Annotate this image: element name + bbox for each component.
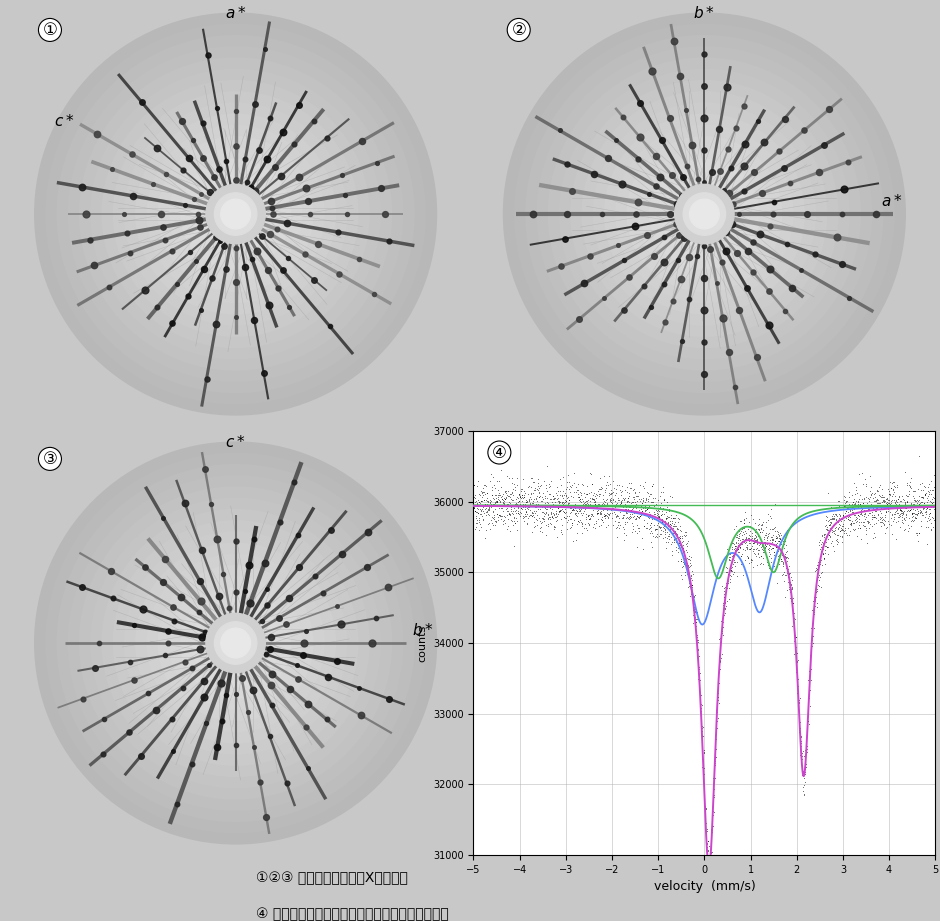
Circle shape [694, 204, 715, 225]
Circle shape [525, 35, 884, 393]
Circle shape [180, 158, 291, 270]
Circle shape [113, 91, 358, 337]
Circle shape [56, 35, 415, 393]
Circle shape [626, 136, 782, 292]
Circle shape [214, 192, 257, 235]
Circle shape [158, 565, 314, 721]
Circle shape [571, 80, 838, 348]
Circle shape [582, 91, 827, 337]
Circle shape [592, 102, 816, 326]
Text: ②: ② [511, 21, 526, 39]
Text: $\mathit{b*}$: $\mathit{b*}$ [694, 5, 715, 21]
Circle shape [615, 125, 793, 303]
Text: ③: ③ [42, 449, 57, 468]
Circle shape [675, 184, 734, 244]
Circle shape [671, 181, 738, 247]
Circle shape [683, 192, 726, 235]
Text: $\mathit{a*}$: $\mathit{a*}$ [225, 5, 246, 21]
Circle shape [221, 628, 250, 658]
Text: ①②③ 普通輝石の単結晶X線回折像: ①②③ 普通輝石の単結晶X線回折像 [256, 871, 408, 886]
Circle shape [124, 102, 348, 326]
Circle shape [68, 475, 403, 810]
Circle shape [34, 441, 437, 845]
Text: $\mathit{a*}$: $\mathit{a*}$ [881, 193, 902, 209]
Circle shape [225, 204, 246, 225]
Text: ①: ① [42, 21, 57, 39]
Circle shape [503, 13, 906, 415]
Circle shape [34, 13, 437, 415]
Circle shape [169, 147, 303, 281]
Circle shape [637, 147, 771, 281]
Circle shape [169, 577, 303, 710]
Circle shape [221, 199, 250, 229]
Circle shape [113, 520, 358, 766]
Circle shape [213, 192, 258, 236]
Circle shape [537, 46, 872, 382]
Circle shape [202, 610, 269, 676]
Text: $\mathit{c*}$: $\mathit{c*}$ [55, 112, 75, 129]
Circle shape [45, 24, 426, 404]
Text: ④ 普通輝石単結晶薄片のメスバウアースペクトル: ④ 普通輝石単結晶薄片のメスバウアースペクトル [256, 907, 448, 921]
Circle shape [90, 69, 381, 359]
Circle shape [603, 113, 805, 315]
Y-axis label: counts: counts [417, 624, 428, 661]
Circle shape [102, 80, 369, 348]
Circle shape [690, 199, 719, 229]
Text: $\mathit{c*}$: $\mathit{c*}$ [226, 434, 246, 449]
Circle shape [68, 46, 403, 382]
Circle shape [180, 588, 291, 698]
Circle shape [45, 452, 426, 834]
Circle shape [202, 181, 269, 247]
Circle shape [56, 464, 415, 822]
Circle shape [649, 158, 760, 270]
X-axis label: velocity  (mm/s): velocity (mm/s) [653, 880, 755, 893]
Text: ④: ④ [492, 444, 507, 461]
Circle shape [559, 69, 850, 359]
Circle shape [660, 169, 748, 259]
Circle shape [214, 622, 257, 664]
Circle shape [225, 633, 246, 654]
Circle shape [147, 554, 325, 732]
Circle shape [682, 192, 727, 236]
Circle shape [135, 542, 337, 743]
Circle shape [206, 613, 265, 672]
Circle shape [548, 57, 861, 371]
Circle shape [79, 57, 392, 371]
Text: $\mathit{b*}$: $\mathit{b*}$ [412, 623, 433, 638]
Circle shape [147, 125, 325, 303]
Circle shape [514, 24, 895, 404]
Circle shape [158, 136, 314, 292]
Circle shape [213, 621, 258, 665]
Circle shape [124, 531, 348, 754]
Circle shape [102, 508, 369, 777]
Circle shape [135, 113, 337, 315]
Circle shape [192, 169, 280, 259]
Circle shape [192, 599, 280, 687]
Circle shape [90, 497, 381, 788]
Circle shape [206, 184, 265, 244]
Circle shape [79, 486, 392, 799]
